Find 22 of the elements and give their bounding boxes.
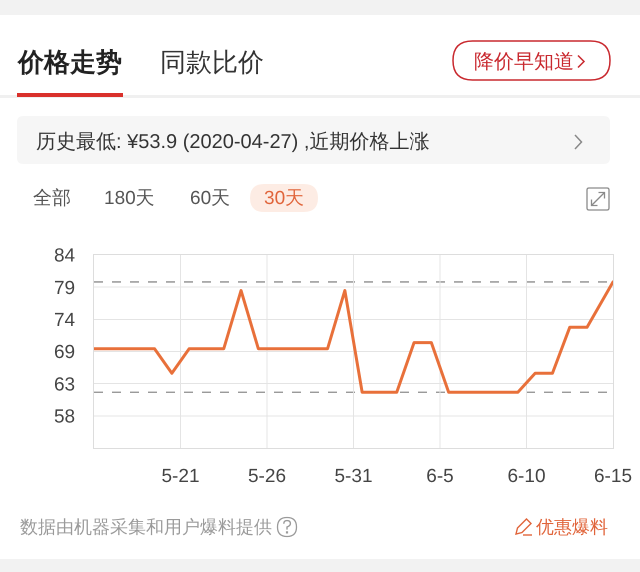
x-tick-label: 6-5 [426, 466, 454, 487]
chart-subtitle: 历史最低: ¥53.9 (2020-04-27) ,近期价格上涨 [36, 131, 430, 153]
text: 30天 [264, 188, 304, 209]
text: 数据由机器采集和用户爆料提供 [20, 517, 272, 537]
text: 全部 [33, 187, 71, 209]
x-tick-label: 5-31 [334, 466, 373, 487]
y-tick-label: 58 [54, 406, 76, 428]
x-tick-label: 5-26 [248, 466, 286, 487]
x-tick-label: 6-10 [507, 466, 546, 487]
y-tick-label: 79 [54, 278, 76, 299]
text: 180天 [104, 188, 155, 209]
text: 优惠爆料 [536, 517, 608, 537]
y-tick-label: 69 [54, 342, 76, 364]
chart-title: 价格走势 [17, 47, 122, 78]
text: 60天 [190, 188, 230, 209]
y-tick-label: 84 [54, 246, 76, 267]
y-tick-label: 74 [54, 310, 76, 331]
text: 降价早知道 [474, 51, 574, 73]
text: 同款比价 [160, 47, 264, 77]
y-tick-label: 63 [54, 374, 76, 396]
x-tick-label: 5-21 [161, 466, 200, 487]
x-tick-label: 6-15 [594, 466, 632, 487]
